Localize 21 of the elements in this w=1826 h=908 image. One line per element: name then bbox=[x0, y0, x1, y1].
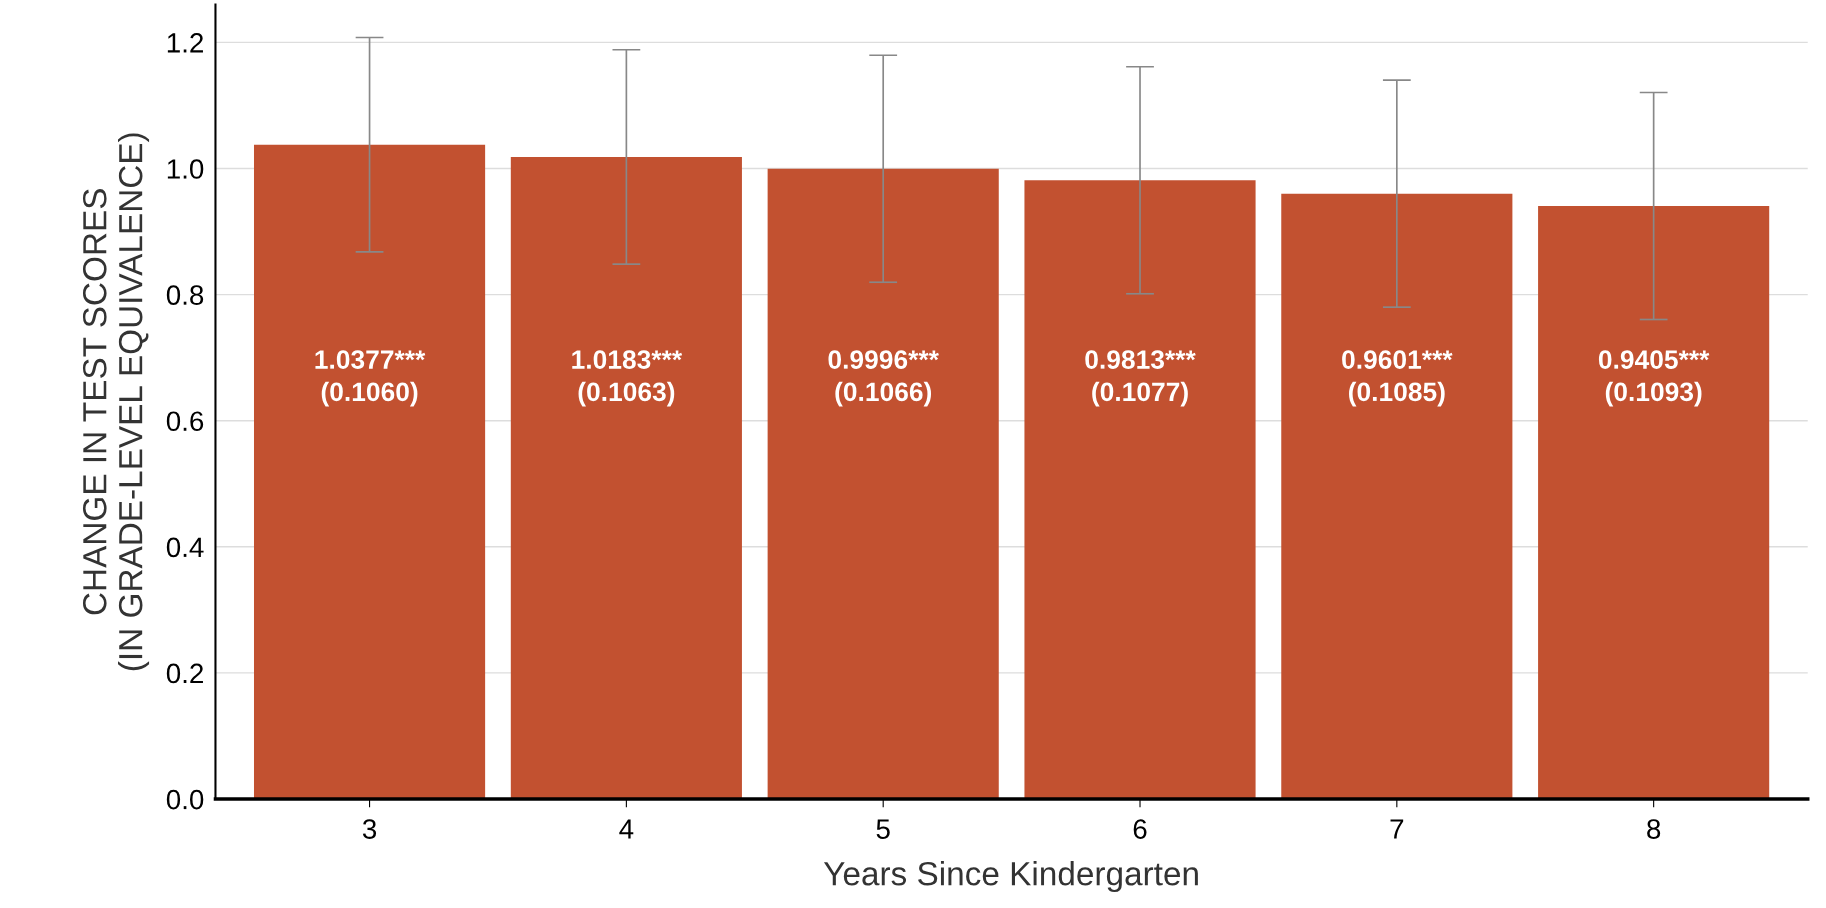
data-label: 1.0377*** (0.1060) bbox=[315, 350, 426, 407]
x-tick-label: 4 bbox=[619, 819, 634, 839]
data-label: 1.0183*** (0.1063) bbox=[572, 350, 683, 407]
y-tick-label: 0.6 bbox=[166, 411, 204, 432]
y-tick-label: 0.4 bbox=[166, 537, 204, 558]
x-tick-label: 8 bbox=[1647, 819, 1661, 839]
x-tick-label: 6 bbox=[1133, 819, 1147, 839]
x-tick-label: 7 bbox=[1390, 819, 1404, 839]
y-tick-label: 1.2 bbox=[167, 33, 203, 53]
x-tick-label: 3 bbox=[362, 819, 377, 839]
x-tick-label: 5 bbox=[876, 819, 890, 839]
y-tick-label: 1.0 bbox=[167, 159, 204, 179]
data-label: 0.9405*** (0.1093) bbox=[1598, 350, 1710, 407]
y-axis-title: CHANGE IN TEST SCORES (IN GRADE-LEVEL EQUIVALENCE) bbox=[82, 133, 150, 671]
y-tick-label: 0.8 bbox=[166, 285, 204, 305]
data-label: 0.9601*** (0.1085) bbox=[1342, 350, 1453, 407]
y-tick-label: 0.0 bbox=[166, 789, 204, 810]
x-axis-title: Years Since Kindergarten bbox=[823, 861, 1198, 893]
y-tick-label: 0.2 bbox=[166, 663, 203, 684]
data-label: 0.9996*** (0.1066) bbox=[828, 350, 939, 407]
data-label: 0.9813*** (0.1077) bbox=[1085, 350, 1196, 407]
